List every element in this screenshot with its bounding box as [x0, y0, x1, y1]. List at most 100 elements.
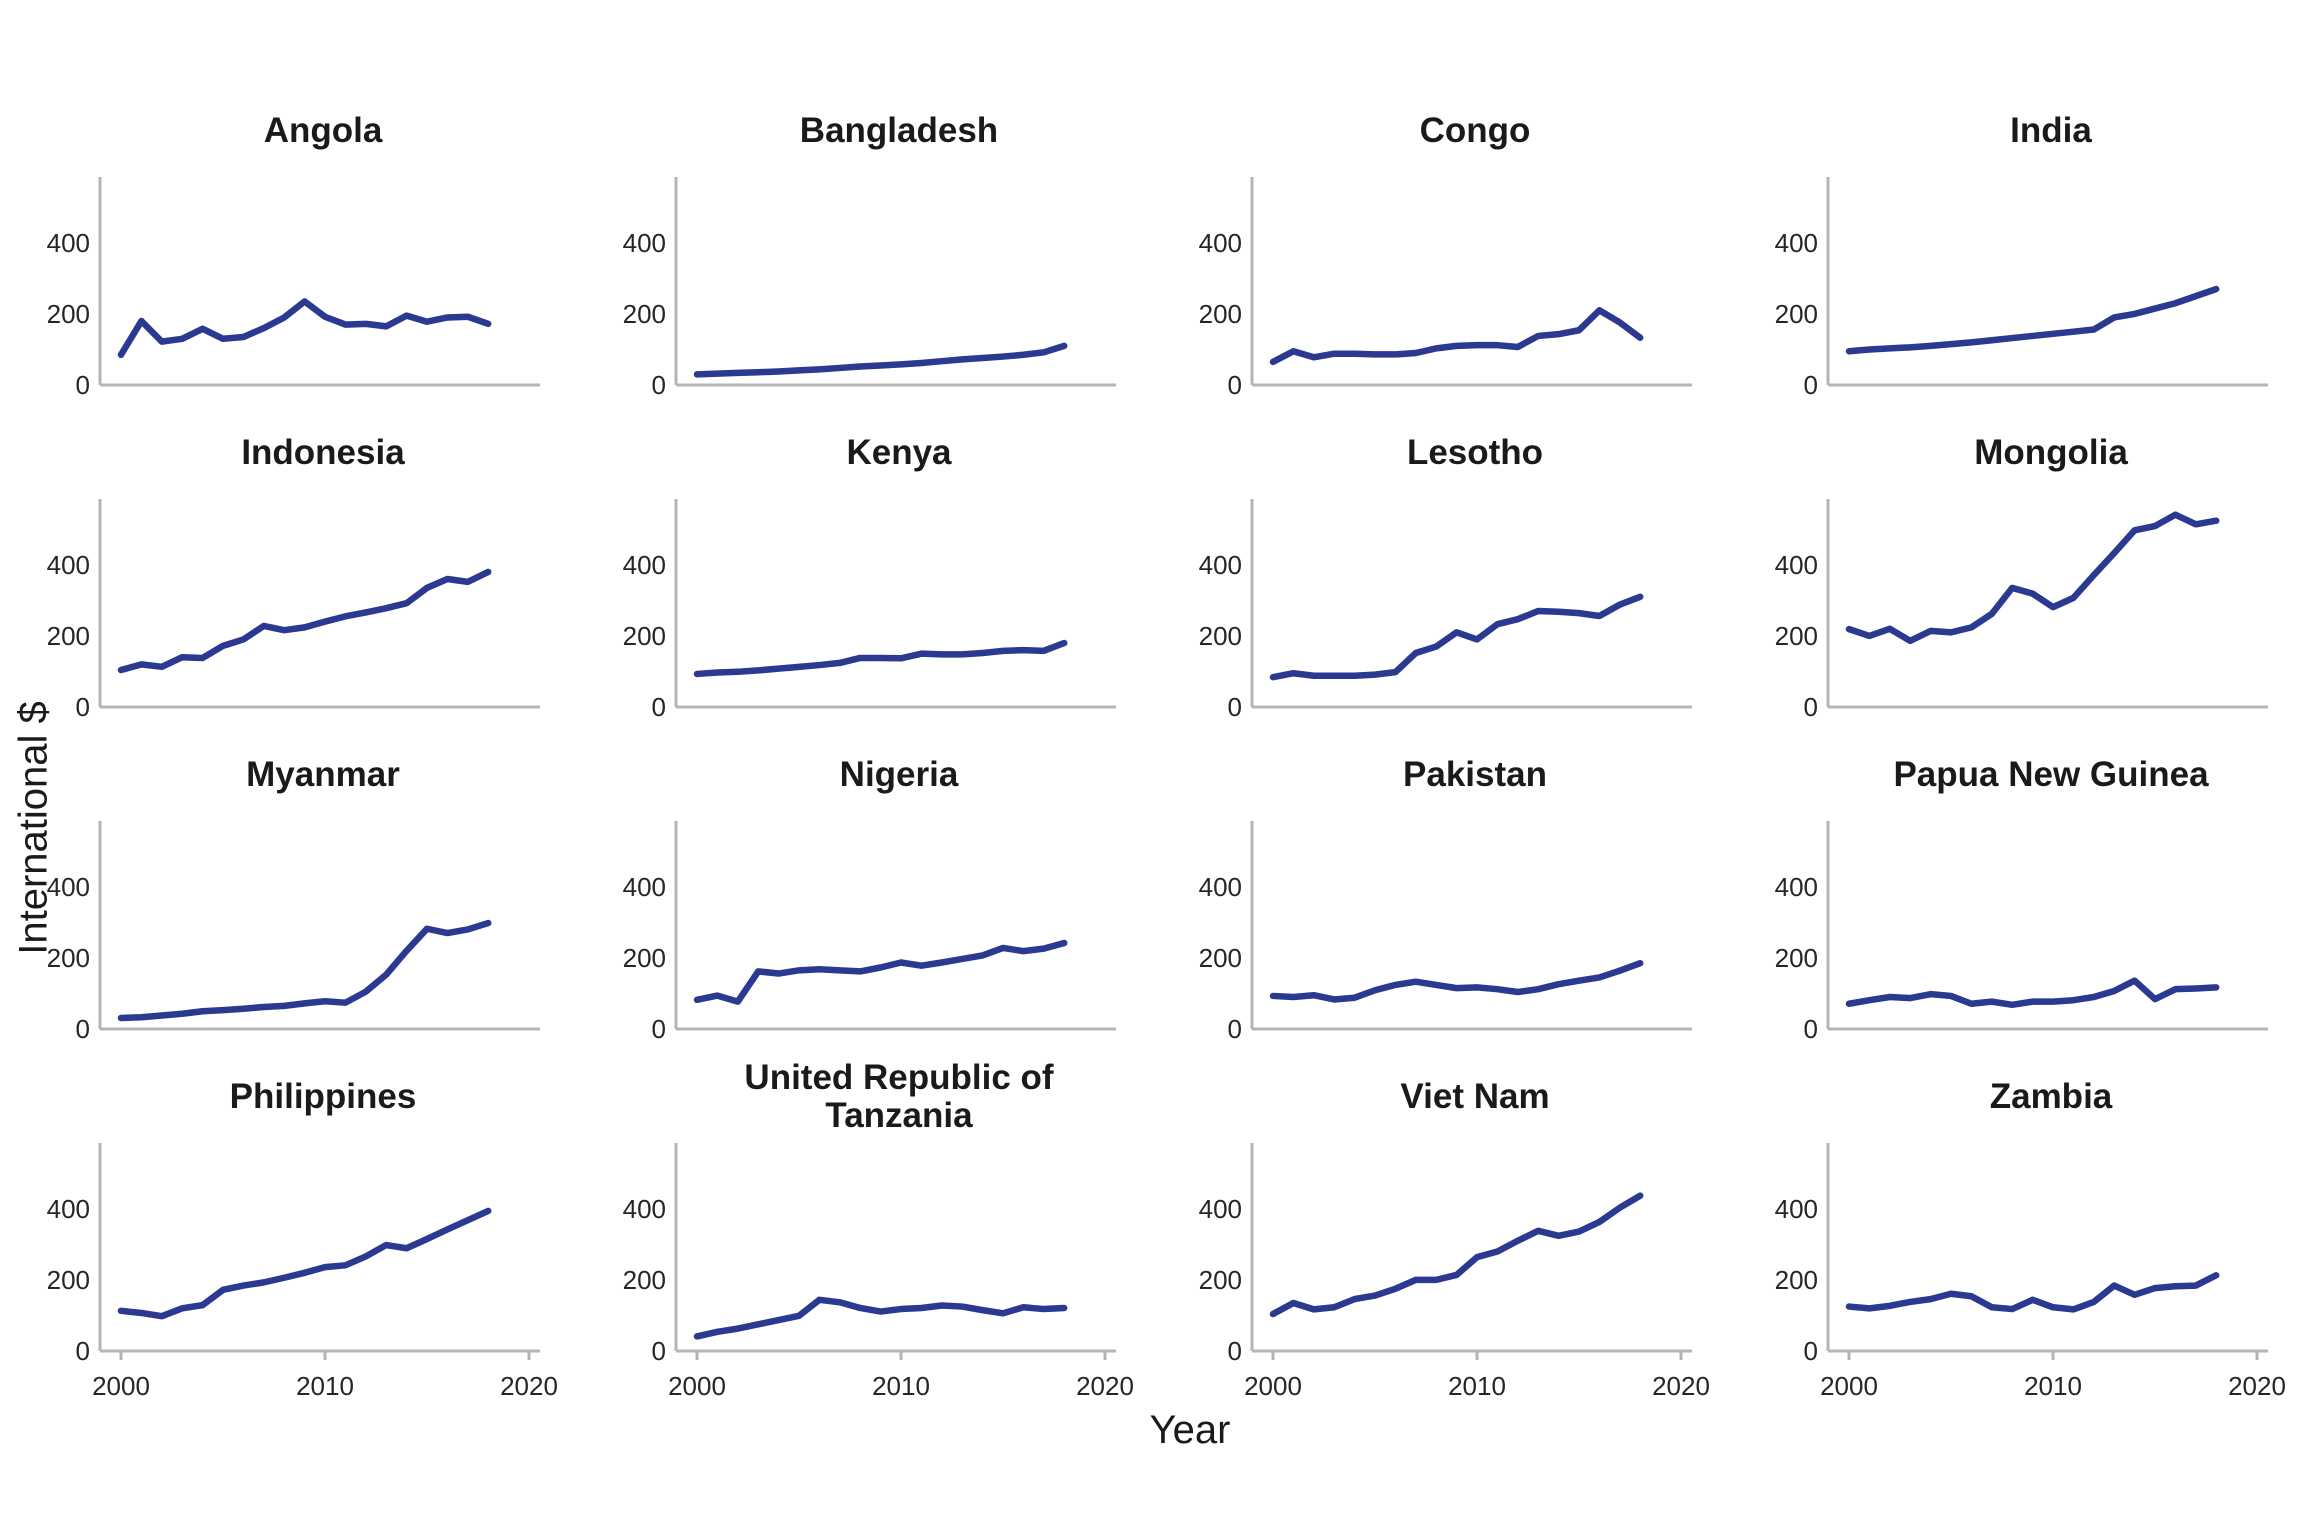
series-line	[1269, 1192, 1644, 1318]
y-tick-label: 200	[1199, 1265, 1242, 1295]
facet-plot-nigeria: 0 200 400	[623, 821, 1116, 1044]
series-line	[693, 342, 1068, 378]
x-axis-title: Year	[1149, 1408, 1231, 1452]
y-tick-label: 400	[1775, 550, 1818, 580]
x-tick-label: 2010	[1448, 1371, 1506, 1401]
y-tick-label: 200	[47, 943, 90, 973]
facet-indonesia: Indonesia 0 200 400	[0, 417, 576, 739]
facet-plot-indonesia: 0 200 400	[47, 499, 540, 722]
facet-viet-nam: Viet Nam 0 200 400 2000 2010 2020	[1152, 1061, 1728, 1413]
y-tick-label: 0	[76, 1336, 90, 1366]
y-tick-label: 200	[623, 621, 666, 651]
y-tick-label: 400	[1199, 1194, 1242, 1224]
facet-plot-india: 0 200 400	[1775, 177, 2268, 400]
series-line	[693, 1296, 1068, 1340]
facet-plot-papua-new-guinea: 0 200 400	[1775, 821, 2268, 1044]
x-tick-label: 2020	[1652, 1371, 1710, 1401]
y-tick-label: 0	[76, 692, 90, 722]
y-tick-label: 0	[652, 1336, 666, 1366]
series-line	[117, 919, 492, 1022]
x-tick-label: 2000	[92, 1371, 150, 1401]
facet-title: Kenya	[846, 433, 952, 473]
facet-plot-congo: 0 200 400	[1199, 177, 1692, 400]
y-tick-label: 400	[47, 1194, 90, 1224]
y-tick-label: 400	[1775, 228, 1818, 258]
facet-pakistan: Pakistan 0 200 400	[1152, 739, 1728, 1061]
facet-bangladesh: Bangladesh 0 200 400	[576, 95, 1152, 417]
x-tick-label: 2020	[2228, 1371, 2286, 1401]
y-tick-label: 400	[1775, 872, 1818, 902]
y-tick-label: 200	[1775, 621, 1818, 651]
y-tick-label: 200	[623, 943, 666, 973]
y-tick-label: 200	[623, 1265, 666, 1295]
series-line	[1269, 959, 1644, 1003]
facet-title: Mongolia	[1974, 433, 2128, 473]
facet-title: Bangladesh	[799, 111, 999, 151]
y-tick-label: 0	[652, 1014, 666, 1044]
facet-india: India 0 200 400	[1728, 95, 2304, 417]
facet-plot-philippines: 0 200 400 2000 2010 2020	[47, 1143, 558, 1401]
facet-myanmar: Myanmar 0 200 400	[0, 739, 576, 1061]
y-tick-label: 200	[1775, 299, 1818, 329]
facet-congo: Congo 0 200 400	[1152, 95, 1728, 417]
facet-zambia: Zambia 0 200 400 2000 2010 2020	[1728, 1061, 2304, 1413]
series-line	[1269, 307, 1644, 366]
series-line	[1845, 511, 2220, 645]
facet-title: Congo	[1419, 111, 1531, 151]
facet-philippines: Philippines 0 200 400 2000 2010 2020	[0, 1061, 576, 1413]
y-tick-label: 400	[1199, 872, 1242, 902]
series-line	[1845, 977, 2220, 1009]
facet-plot-viet-nam: 0 200 400 2000 2010 2020	[1199, 1143, 1710, 1401]
y-tick-label: 400	[623, 872, 666, 902]
y-tick-label: 0	[76, 370, 90, 400]
facet-plot-angola: 0 200 400	[47, 177, 540, 400]
series-line	[1269, 593, 1644, 681]
series-line	[117, 568, 492, 674]
y-tick-label: 200	[1199, 943, 1242, 973]
y-tick-label: 200	[1775, 943, 1818, 973]
y-tick-label: 400	[1199, 228, 1242, 258]
facet-nigeria: Nigeria 0 200 400	[576, 739, 1152, 1061]
x-tick-label: 2010	[872, 1371, 930, 1401]
y-tick-label: 0	[1804, 1014, 1818, 1044]
y-tick-label: 0	[652, 692, 666, 722]
y-tick-label: 400	[47, 872, 90, 902]
y-tick-label: 400	[1199, 550, 1242, 580]
facet-title: Viet Nam	[1400, 1077, 1550, 1117]
y-tick-label: 0	[1804, 1336, 1818, 1366]
facet-plot-pakistan: 0 200 400	[1199, 821, 1692, 1044]
y-tick-label: 400	[623, 1194, 666, 1224]
y-tick-label: 0	[1804, 370, 1818, 400]
y-tick-label: 0	[1804, 692, 1818, 722]
facet-title: Zambia	[1989, 1077, 2113, 1117]
y-tick-label: 0	[1228, 1336, 1242, 1366]
facet-kenya: Kenya 0 200 400	[576, 417, 1152, 739]
y-tick-label: 0	[76, 1014, 90, 1044]
facet-plot-tanzania: 0 200 400 2000 2010 2020	[623, 1143, 1134, 1401]
y-tick-label: 400	[623, 550, 666, 580]
facet-lesotho: Lesotho 0 200 400	[1152, 417, 1728, 739]
facet-plot-mongolia: 0 200 400	[1775, 499, 2268, 722]
facet-title: Angola	[263, 111, 383, 151]
x-tick-label: 2010	[296, 1371, 354, 1401]
facet-plot-zambia: 0 200 400 2000 2010 2020	[1775, 1143, 2286, 1401]
facet-title: Nigeria	[839, 755, 959, 795]
x-tick-label: 2020	[500, 1371, 558, 1401]
y-tick-label: 200	[1199, 299, 1242, 329]
facet-plot-kenya: 0 200 400	[623, 499, 1116, 722]
facet-mongolia: Mongolia 0 200 400	[1728, 417, 2304, 739]
y-tick-label: 200	[1199, 621, 1242, 651]
facet-plot-bangladesh: 0 200 400	[623, 177, 1116, 400]
series-line	[693, 939, 1068, 1005]
series-line	[117, 298, 492, 359]
x-tick-label: 2000	[668, 1371, 726, 1401]
y-tick-label: 200	[47, 299, 90, 329]
series-line	[117, 1207, 492, 1320]
facet-title: Papua New Guinea	[1893, 755, 2209, 795]
y-tick-label: 400	[623, 228, 666, 258]
series-line	[1845, 285, 2220, 355]
facet-grid: Angola 0 200 400 Bangladesh 0 200 400 Congo …	[0, 95, 2304, 1413]
facet-plot-lesotho: 0 200 400	[1199, 499, 1692, 722]
series-line	[1845, 1272, 2220, 1313]
